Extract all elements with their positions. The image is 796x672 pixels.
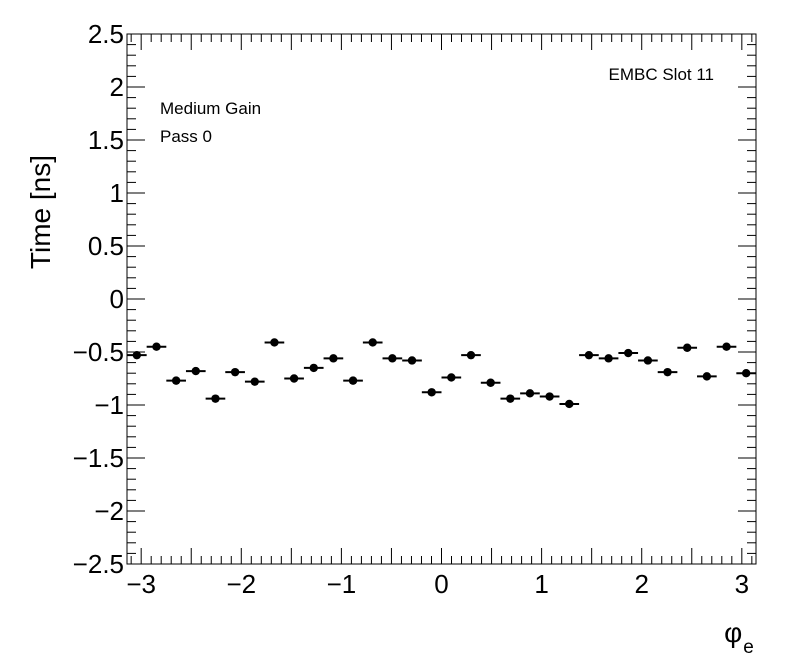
data-point (421, 388, 442, 397)
x-tick-label: 1 (534, 569, 548, 599)
data-point (480, 378, 501, 387)
data-point (264, 338, 285, 347)
point-marker (447, 373, 456, 382)
point-marker (152, 342, 161, 351)
data-point (677, 343, 698, 352)
point-marker (486, 378, 495, 387)
data-point (382, 354, 403, 363)
point-marker (702, 372, 712, 381)
data-point (559, 399, 580, 409)
data-point (225, 367, 245, 377)
data-point (461, 350, 481, 360)
data-point (520, 389, 540, 398)
x-tick-label: 0 (434, 569, 448, 599)
x-axis-title: φe (724, 617, 754, 658)
gain-annotation: Medium Gain (160, 99, 261, 118)
data-point (618, 348, 639, 358)
point-marker (368, 338, 377, 347)
data-point (127, 350, 147, 360)
data-point (166, 376, 186, 385)
y-tick-label: 2 (110, 72, 124, 102)
y-tick-label: −1 (94, 390, 124, 420)
tick-labels: −2.5 −2 −1.5 −1 −0.5 0 0.5 1 1.5 2 2.5 −3 −2 −1 0 1 2 3 (73, 19, 749, 599)
point-marker (565, 399, 574, 409)
point-marker (348, 376, 358, 385)
y-tick-label: 0 (110, 284, 124, 314)
y-tick-label: 2.5 (88, 19, 124, 49)
data-point (539, 392, 560, 401)
point-marker (171, 376, 181, 385)
data-point (185, 366, 206, 376)
point-marker (250, 377, 259, 386)
data-point (323, 354, 344, 363)
point-marker (525, 389, 535, 398)
data-point (638, 356, 658, 365)
point-marker (722, 342, 731, 351)
data-point (303, 363, 324, 373)
point-marker (191, 366, 200, 376)
x-tick-label: 2 (634, 569, 648, 599)
point-marker (545, 392, 554, 401)
data-point (697, 372, 717, 381)
point-marker (643, 356, 653, 365)
x-tick-label: 3 (735, 569, 749, 599)
data-point (736, 369, 756, 378)
y-tick-label: −2 (94, 496, 124, 526)
point-marker (663, 367, 672, 377)
pass-annotation: Pass 0 (160, 127, 212, 146)
y-tick-label: 1 (110, 178, 124, 208)
data-point (598, 354, 619, 363)
x-axis-title-main: φ (724, 617, 742, 648)
point-marker (211, 394, 220, 403)
point-marker (132, 350, 142, 360)
data-point (500, 394, 521, 403)
y-tick-label: −0.5 (73, 337, 124, 367)
data-point (284, 374, 304, 383)
point-marker (683, 343, 692, 352)
point-marker (584, 350, 594, 360)
data-point (716, 342, 737, 351)
data-point (146, 342, 167, 351)
x-tick-label: −3 (126, 569, 156, 599)
data-point (362, 338, 383, 347)
plot-frame (126, 33, 757, 565)
data-point (205, 394, 226, 403)
point-marker (329, 354, 338, 363)
data-point (402, 356, 422, 365)
data-point (343, 376, 363, 385)
point-marker (388, 354, 397, 363)
data-point (441, 373, 462, 382)
x-tick-label: −2 (226, 569, 256, 599)
x-axis-title-sub: e (743, 637, 754, 658)
data-point (579, 350, 599, 360)
point-marker (407, 356, 417, 365)
data-points (127, 338, 756, 409)
point-marker (230, 367, 240, 377)
point-marker (506, 394, 515, 403)
point-marker (309, 363, 318, 373)
point-marker (466, 350, 476, 360)
y-tick-label: 0.5 (88, 231, 124, 261)
y-axis-title: Time [ns] (25, 155, 56, 269)
point-marker (289, 374, 299, 383)
data-point (244, 377, 265, 386)
slot-annotation: EMBC Slot 11 (608, 65, 714, 84)
x-tick-label: −1 (327, 569, 357, 599)
point-marker (741, 369, 751, 378)
point-marker (427, 388, 436, 397)
point-marker (270, 338, 279, 347)
data-point (657, 367, 678, 377)
axis-ticks (127, 33, 756, 565)
y-tick-label: 1.5 (88, 125, 124, 155)
point-marker (604, 354, 613, 363)
y-tick-label: −1.5 (73, 443, 124, 473)
point-marker (624, 348, 633, 358)
y-tick-label: −2.5 (73, 549, 124, 579)
